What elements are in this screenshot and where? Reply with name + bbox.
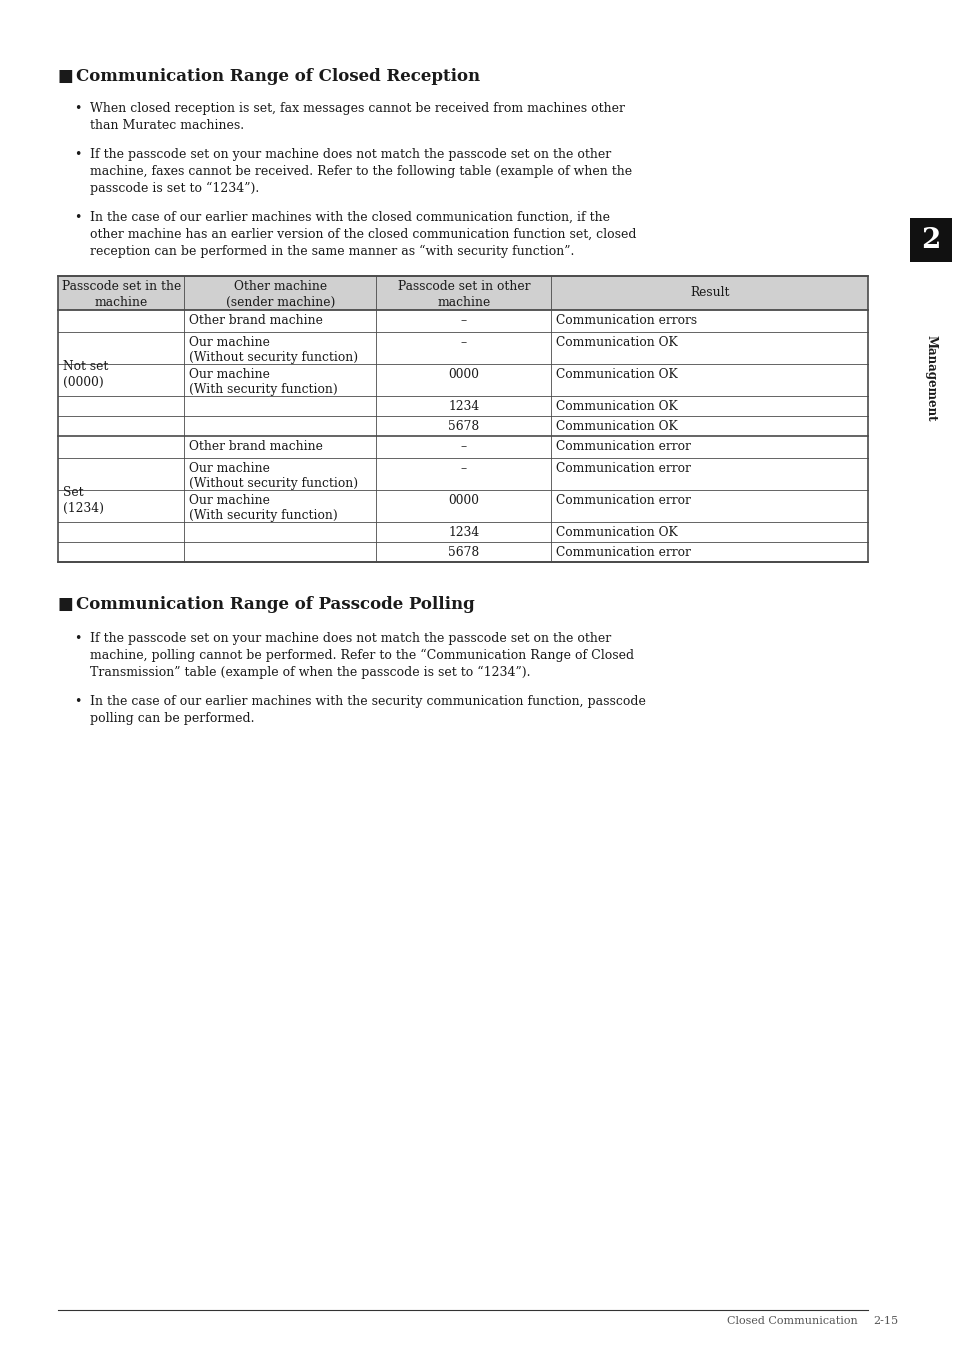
Bar [58,276,867,310]
Text: Communication error: Communication error [556,546,690,559]
Text: In the case of our earlier machines with the closed communication function, if t: In the case of our earlier machines with… [90,212,609,224]
Text: machine, polling cannot be performed. Refer to the “Communication Range of Close: machine, polling cannot be performed. Re… [90,648,634,662]
Text: Communication error: Communication error [556,462,690,474]
Text: Passcode set in the: Passcode set in the [62,280,181,293]
Text: machine, faxes cannot be received. Refer to the following table (example of when: machine, faxes cannot be received. Refer… [90,164,632,178]
Text: –: – [460,314,466,328]
Text: (0000): (0000) [63,376,104,390]
Text: ■: ■ [58,596,79,613]
Text: Communication error: Communication error [556,439,690,453]
Text: polling can be performed.: polling can be performed. [90,712,254,725]
Text: When closed reception is set, fax messages cannot be received from machines othe: When closed reception is set, fax messag… [90,102,624,115]
Text: 2-15: 2-15 [872,1316,897,1326]
Text: passcode is set to “1234”).: passcode is set to “1234”). [90,182,259,195]
Text: 0000: 0000 [448,368,478,381]
Text: Other brand machine: Other brand machine [189,314,323,328]
Text: Not set: Not set [63,360,109,373]
Text: –: – [460,336,466,349]
Text: machine: machine [94,297,148,309]
Text: Communication Range of Passcode Polling: Communication Range of Passcode Polling [76,596,475,613]
Text: If the passcode set on your machine does not match the passcode set on the other: If the passcode set on your machine does… [90,148,611,160]
Text: Communication OK: Communication OK [556,368,678,381]
Text: 1234: 1234 [448,526,479,539]
Text: (Without security function): (Without security function) [189,477,358,491]
Text: Communication OK: Communication OK [556,400,678,412]
Text: –: – [460,462,466,474]
Text: Set: Set [63,487,84,499]
Text: other machine has an earlier version of the closed communication function set, c: other machine has an earlier version of … [90,228,636,241]
Text: •: • [74,696,81,708]
Text: •: • [74,632,81,644]
Text: (With security function): (With security function) [189,383,337,396]
Text: machine: machine [436,297,490,309]
Text: Transmission” table (example of when the passcode is set to “1234”).: Transmission” table (example of when the… [90,666,530,679]
Text: 2: 2 [921,226,940,253]
Text: Closed Communication: Closed Communication [726,1316,857,1326]
Text: Our machine: Our machine [189,493,270,507]
Text: –: – [460,439,466,453]
Text: Other brand machine: Other brand machine [189,439,323,453]
Text: reception can be performed in the same manner as “with security function”.: reception can be performed in the same m… [90,245,574,259]
Text: Communication error: Communication error [556,493,690,507]
Text: Result: Result [689,286,729,299]
Text: 0000: 0000 [448,493,478,507]
Bar [909,218,951,262]
Text: (1234): (1234) [63,501,104,515]
Text: Other machine: Other machine [233,280,327,293]
Text: (With security function): (With security function) [189,510,337,522]
Text: (sender machine): (sender machine) [226,297,335,309]
Bar [58,276,867,562]
Text: Communication OK: Communication OK [556,421,678,433]
Text: If the passcode set on your machine does not match the passcode set on the other: If the passcode set on your machine does… [90,632,611,644]
Text: •: • [74,148,81,160]
Text: 1234: 1234 [448,400,479,412]
Text: 5678: 5678 [448,546,479,559]
Text: Passcode set in other: Passcode set in other [397,280,530,293]
Text: Our machine: Our machine [189,462,270,474]
Text: Communication Range of Closed Reception: Communication Range of Closed Reception [76,67,479,85]
Text: Management: Management [923,334,937,421]
Text: Communication OK: Communication OK [556,526,678,539]
Text: Communication errors: Communication errors [556,314,697,328]
Text: •: • [74,212,81,224]
Text: Communication OK: Communication OK [556,336,678,349]
Text: ■: ■ [58,67,79,85]
Text: than Muratec machines.: than Muratec machines. [90,119,244,132]
Text: Our machine: Our machine [189,368,270,381]
Text: 5678: 5678 [448,421,479,433]
Text: •: • [74,102,81,115]
Text: In the case of our earlier machines with the security communication function, pa: In the case of our earlier machines with… [90,696,645,708]
Text: (Without security function): (Without security function) [189,350,358,364]
Text: Our machine: Our machine [189,336,270,349]
